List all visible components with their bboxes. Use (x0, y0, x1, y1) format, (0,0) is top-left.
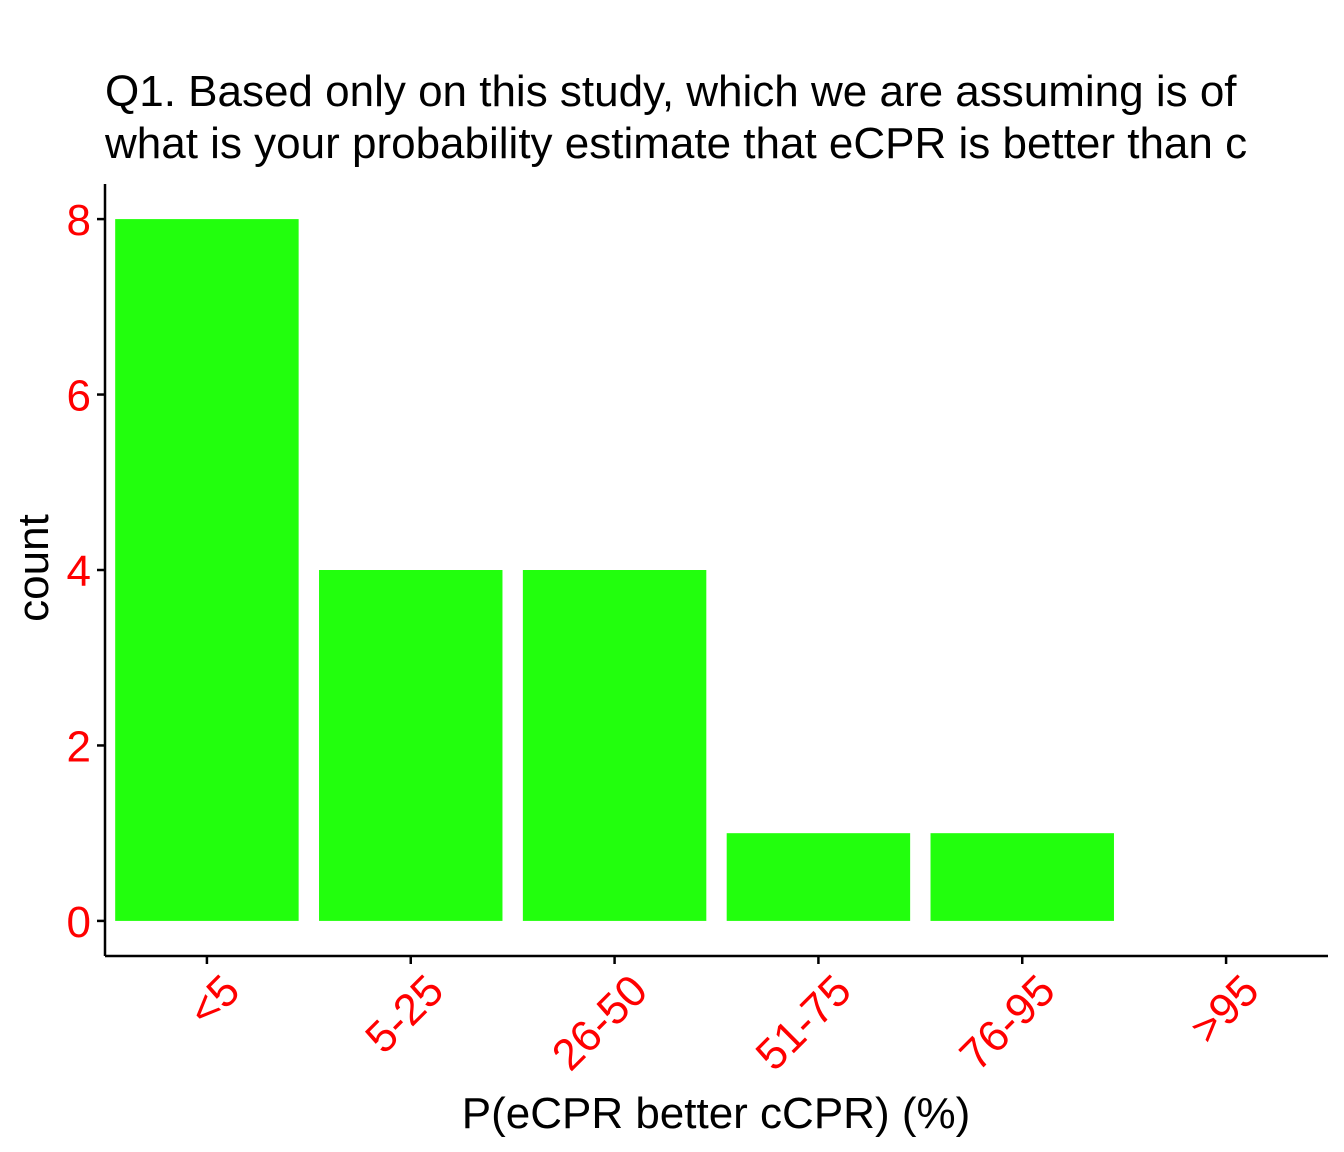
bar-76-95 (930, 833, 1114, 921)
x-axis-title: P(eCPR better cCPR) (%) (462, 1089, 971, 1138)
x-tick-label: 76-95 (950, 966, 1064, 1080)
y-tick-label: 0 (67, 898, 91, 947)
chart-title-line-2: what is your probability estimate that e… (104, 119, 1247, 168)
x-tick-label: >95 (1181, 966, 1268, 1053)
x-tick-label: 5-25 (356, 966, 453, 1063)
x-tick-label: <5 (179, 966, 249, 1036)
chart-title-line-1: Q1. Based only on this study, which we a… (105, 67, 1237, 116)
chart-title: Q1. Based only on this study, which we a… (104, 67, 1247, 168)
y-tick-label: 6 (67, 372, 91, 421)
x-axis: <5 5-25 26-50 51-75 76-95 >95 (105, 954, 1328, 1080)
y-tick-label: 2 (67, 722, 91, 771)
x-tick-label: 51-75 (747, 966, 861, 1080)
y-axis-title: count (9, 514, 58, 622)
bar-5-25 (319, 570, 503, 921)
x-tick-label: 26-50 (543, 966, 657, 1080)
bars-group (115, 219, 1114, 921)
bar-51-75 (726, 833, 911, 921)
bar-<5 (115, 219, 299, 921)
y-tick-label: 4 (67, 547, 91, 596)
bar-26-50 (522, 570, 707, 921)
y-tick-label: 8 (67, 196, 91, 245)
y-axis: 0 2 4 6 8 (67, 184, 107, 956)
